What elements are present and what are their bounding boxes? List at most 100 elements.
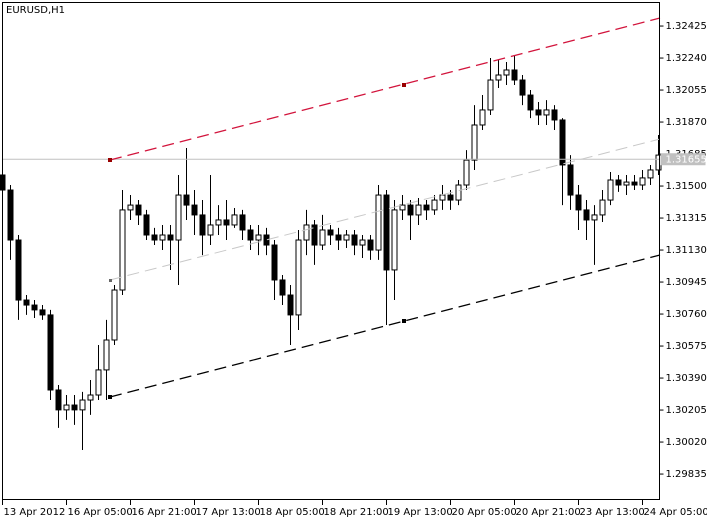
y-tick-label: 1.30205 (666, 405, 707, 416)
channel-anchor (108, 395, 112, 399)
channel-lower (109, 254, 661, 398)
bull-candle-body (207, 224, 214, 236)
x-tick-label: 16 Apr 05:00 (68, 507, 133, 518)
x-tick-label: 17 Apr 13:00 (196, 507, 261, 518)
bear-candle-body (55, 389, 62, 411)
bear-candle-body (183, 194, 190, 206)
y-tick-label: 1.31500 (666, 181, 707, 192)
bull-candle-body (63, 404, 70, 411)
bear-candle-body (327, 229, 334, 236)
bull-candle-body (159, 234, 166, 241)
bull-candle-body (471, 124, 478, 161)
channel-middle (109, 138, 661, 281)
current-price-box (660, 153, 706, 166)
bull-candle-body (255, 234, 262, 241)
bear-candle-body (447, 194, 454, 201)
bear-candle-body (535, 109, 542, 116)
bull-candle-body (455, 184, 462, 201)
bear-candle-body (263, 234, 270, 246)
bear-candle-body (151, 234, 158, 241)
bear-candle-body (583, 209, 590, 221)
y-tick-label: 1.32425 (666, 21, 707, 32)
x-tick-label: 20 Apr 05:00 (452, 507, 517, 518)
bear-candle-body (239, 214, 246, 231)
bull-candle-body (111, 289, 118, 341)
bear-candle-body (311, 224, 318, 246)
channel-anchor (108, 158, 112, 162)
bull-candle-body (119, 209, 126, 291)
plot-frame (2, 2, 660, 500)
equidistant-channel (108, 17, 661, 399)
y-tick-label: 1.32240 (666, 53, 707, 64)
bull-candle-body (503, 69, 510, 76)
bear-candle-body (383, 194, 390, 271)
x-tick-label: 18 Apr 05:00 (260, 507, 325, 518)
bear-candle-body (23, 299, 30, 306)
bear-candle-body (351, 234, 358, 246)
bull-candle-body (79, 399, 86, 411)
bear-candle-body (279, 279, 286, 296)
bear-candle-body (287, 294, 294, 316)
bull-candle-body (399, 204, 406, 211)
bull-candle-body (431, 199, 438, 211)
channel-anchor (109, 279, 112, 282)
bull-candle-body (623, 181, 630, 186)
bear-candle-body (615, 179, 622, 186)
bull-candle-body (655, 154, 662, 171)
y-tick-label: 1.32055 (666, 85, 707, 96)
bull-candle-body (415, 204, 422, 216)
bear-candle-body (223, 219, 230, 226)
y-tick-label: 1.29835 (666, 469, 707, 480)
bear-candle-body (39, 309, 46, 316)
bull-candle-body (87, 394, 94, 401)
bear-candle-body (551, 109, 558, 121)
x-tick-label: 16 Apr 21:00 (132, 507, 197, 518)
channel-upper (109, 17, 661, 161)
bull-candle-body (95, 369, 102, 396)
bull-candle-body (639, 177, 646, 186)
bear-candle-body (575, 194, 582, 211)
bull-candle-body (343, 234, 350, 241)
bear-candle-body (191, 204, 198, 216)
bear-candle-body (559, 119, 566, 166)
bull-candle-body (359, 239, 366, 246)
candles (0, 55, 662, 451)
bear-candle-body (511, 69, 518, 81)
y-tick-label: 1.30390 (666, 373, 707, 384)
x-tick-label: 20 Apr 21:00 (516, 507, 581, 518)
bull-candle-body (175, 194, 182, 241)
bear-candle-body (567, 164, 574, 196)
bear-candle-body (335, 234, 342, 241)
bear-candle-body (519, 79, 526, 96)
bull-candle-body (591, 214, 598, 221)
bull-candle-body (647, 169, 654, 179)
y-tick-label: 1.30575 (666, 341, 707, 352)
bear-candle-body (407, 204, 414, 216)
y-tick-label: 1.31130 (666, 245, 707, 256)
x-tick-label: 19 Apr 13:00 (388, 507, 453, 518)
x-tick-label: 18 Apr 21:00 (324, 507, 389, 518)
bear-candle-body (631, 181, 638, 186)
x-tick-label: 23 Apr 13:00 (580, 507, 645, 518)
bull-candle-body (487, 79, 494, 111)
y-tick-label: 1.30760 (666, 309, 707, 320)
bear-candle-body (47, 314, 54, 391)
y-tick-label: 1.31870 (666, 117, 707, 128)
bear-candle-body (199, 214, 206, 236)
bull-candle-body (439, 194, 446, 201)
current-price-label: 1.31655 (666, 155, 707, 166)
bear-candle-body (271, 244, 278, 281)
bear-candle-body (527, 94, 534, 111)
y-tick-label: 1.30020 (666, 437, 707, 448)
bull-candle-body (215, 219, 222, 226)
bull-candle-body (599, 199, 606, 216)
bull-candle-body (375, 194, 382, 251)
bull-candle-body (391, 209, 398, 271)
bear-candle-body (31, 304, 38, 311)
bull-candle-body (495, 74, 502, 81)
y-tick-label: 1.30945 (666, 277, 707, 288)
bear-candle-body (167, 234, 174, 241)
bull-candle-body (103, 339, 110, 371)
